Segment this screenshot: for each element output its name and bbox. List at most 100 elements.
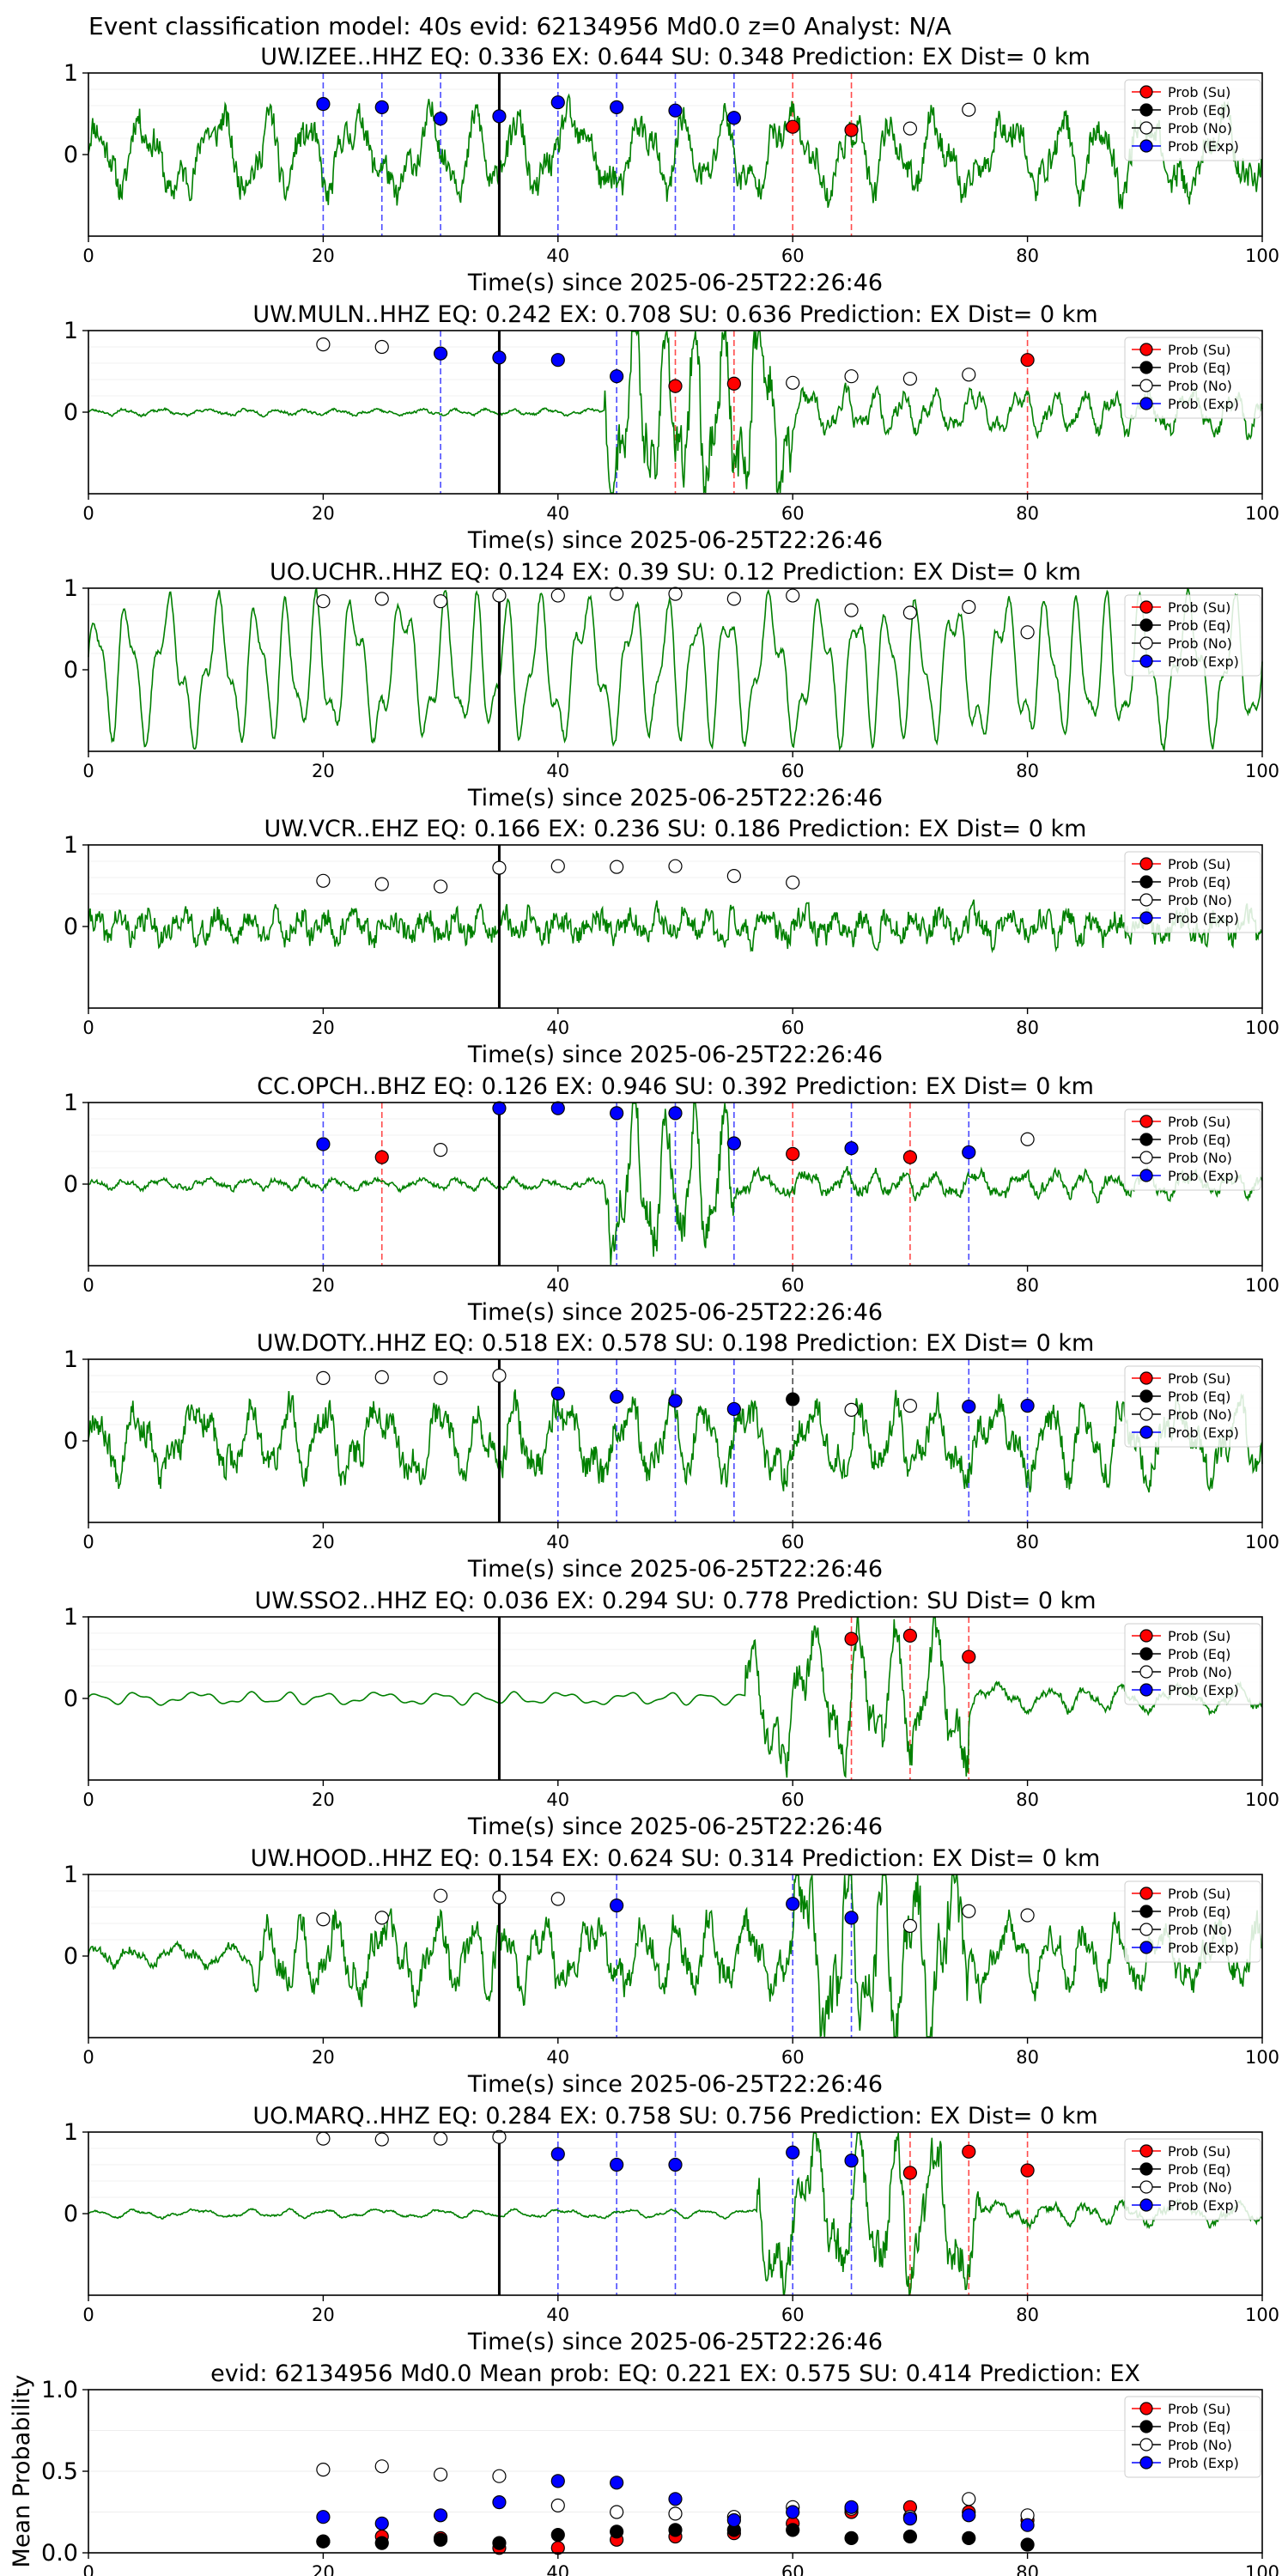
y-tick-label: 1	[64, 1604, 78, 1631]
legend-label: Prob (Exp)	[1168, 1940, 1239, 1956]
point-probno	[550, 588, 565, 603]
legend-marker	[1139, 2456, 1153, 2470]
point-probexp	[374, 2516, 389, 2530]
point-probexp	[316, 2510, 331, 2524]
point-probexp	[726, 111, 741, 125]
point-probexp	[726, 1401, 741, 1417]
legend-marker	[1139, 343, 1153, 356]
x-tick-label: 60	[781, 1532, 805, 1552]
legend-marker	[1139, 1886, 1153, 1900]
point-probexp	[668, 1394, 683, 1408]
point-probsu	[902, 1150, 918, 1164]
y-tick-label: 1	[64, 575, 78, 602]
point-probexp	[668, 103, 683, 118]
point-probexp	[610, 2157, 624, 2172]
point-probexp	[492, 1101, 507, 1115]
legend-label: Prob (Eq)	[1168, 1646, 1230, 1662]
x-axis-label: Time(s) since 2025-06-25T22:26:46	[467, 1814, 883, 1840]
legend-label: Prob (No)	[1168, 1406, 1232, 1423]
point-probsu	[1020, 2163, 1035, 2178]
point-probno	[786, 875, 800, 890]
y-tick-label: 1	[64, 832, 78, 859]
x-tick-label: 0	[82, 1532, 94, 1552]
legend-marker	[1139, 2144, 1153, 2158]
point-probno	[550, 1892, 565, 1906]
point-probexp	[492, 109, 507, 124]
legend-box	[1124, 1623, 1261, 1705]
x-tick-label: 100	[1245, 1532, 1279, 1552]
point-probno	[610, 860, 624, 874]
point-probno	[433, 594, 448, 609]
point-probsu	[962, 1649, 976, 1664]
point-probexp	[550, 1386, 565, 1401]
waveform-trace	[88, 329, 1263, 495]
point-probeq	[1020, 2537, 1035, 2552]
waveform-trace	[88, 587, 1263, 752]
x-tick-label: 40	[546, 1018, 569, 1038]
y-tick-label: 1	[64, 60, 78, 87]
panel-6: UW.DOTY..HHZ EQ: 0.518 EX: 0.578 SU: 0.1…	[64, 1330, 1279, 1583]
point-probexp	[550, 95, 565, 110]
legend-label: Prob (Su)	[1168, 1370, 1230, 1387]
point-probno	[433, 1888, 448, 1903]
x-tick-label: 40	[546, 761, 569, 781]
legend-label: Prob (Su)	[1168, 342, 1230, 358]
x-tick-label: 100	[1245, 2047, 1279, 2068]
x-tick-label: 60	[781, 2305, 805, 2325]
point-probexp	[550, 2474, 565, 2488]
panel-title: UW.MULN..HHZ EQ: 0.242 EX: 0.708 SU: 0.6…	[252, 301, 1097, 328]
waveform-trace	[88, 93, 1263, 210]
point-probexp	[786, 2505, 800, 2519]
point-probexp	[492, 350, 507, 365]
x-tick-label: 80	[1016, 246, 1039, 266]
x-tick-label: 40	[546, 2562, 569, 2576]
legend-box	[1124, 2396, 1261, 2478]
legend-box	[1124, 1365, 1261, 1448]
legend-marker	[1139, 361, 1153, 374]
point-probeq	[962, 2530, 976, 2545]
legend-label: Prob (Exp)	[1168, 1168, 1239, 1184]
x-tick-label: 80	[1016, 2305, 1039, 2325]
point-probno	[610, 586, 624, 601]
point-probno	[433, 2467, 448, 2482]
legend-box	[1124, 594, 1261, 677]
point-probexp	[316, 1137, 331, 1151]
legend-label: Prob (Eq)	[1168, 1132, 1230, 1148]
point-probno	[316, 1370, 331, 1385]
point-probexp	[433, 346, 448, 361]
point-probsu	[844, 1631, 859, 1646]
y-tick-label: 1	[64, 1862, 78, 1888]
x-axis-label: Time(s) since 2025-06-25T22:26:46	[467, 2071, 883, 2098]
legend-marker	[1139, 1629, 1153, 1643]
y-tick-label: 0	[64, 142, 78, 168]
legend-label: Prob (Eq)	[1168, 2161, 1230, 2178]
panel-title: UW.SSO2..HHZ EQ: 0.036 EX: 0.294 SU: 0.7…	[254, 1588, 1096, 1614]
legend-label: Prob (Exp)	[1168, 2197, 1239, 2214]
legend-label: Prob (Su)	[1168, 1886, 1230, 1902]
x-tick-label: 20	[312, 761, 335, 781]
x-axis-label: Time(s) since 2025-06-25T22:26:46	[467, 785, 883, 811]
point-probeq	[786, 1392, 800, 1406]
legend-label: Prob (Exp)	[1168, 138, 1239, 155]
x-tick-label: 0	[82, 1789, 94, 1810]
point-probno	[962, 1904, 976, 1918]
point-probno	[374, 877, 389, 891]
legend-marker	[1139, 875, 1153, 889]
panel-2: UW.MULN..HHZ EQ: 0.242 EX: 0.708 SU: 0.6…	[64, 301, 1279, 554]
point-probno	[726, 592, 741, 606]
legend-marker	[1139, 103, 1153, 117]
x-tick-label: 40	[546, 1789, 569, 1810]
panel-title: UW.VCR..EHZ EQ: 0.166 EX: 0.236 SU: 0.18…	[264, 816, 1087, 842]
point-probsu	[786, 1146, 800, 1161]
legend-label: Prob (No)	[1168, 635, 1232, 652]
legend-label: Prob (Eq)	[1168, 874, 1230, 890]
panel-4: UW.VCR..EHZ EQ: 0.166 EX: 0.236 SU: 0.18…	[64, 816, 1279, 1068]
x-tick-label: 60	[781, 2047, 805, 2068]
legend-marker	[1139, 1407, 1153, 1421]
point-probno	[550, 2498, 565, 2512]
point-probexp	[610, 100, 624, 115]
legend-box	[1124, 337, 1261, 419]
point-probexp	[962, 1145, 976, 1160]
legend-label: Prob (No)	[1168, 378, 1232, 394]
point-probno	[786, 375, 800, 390]
